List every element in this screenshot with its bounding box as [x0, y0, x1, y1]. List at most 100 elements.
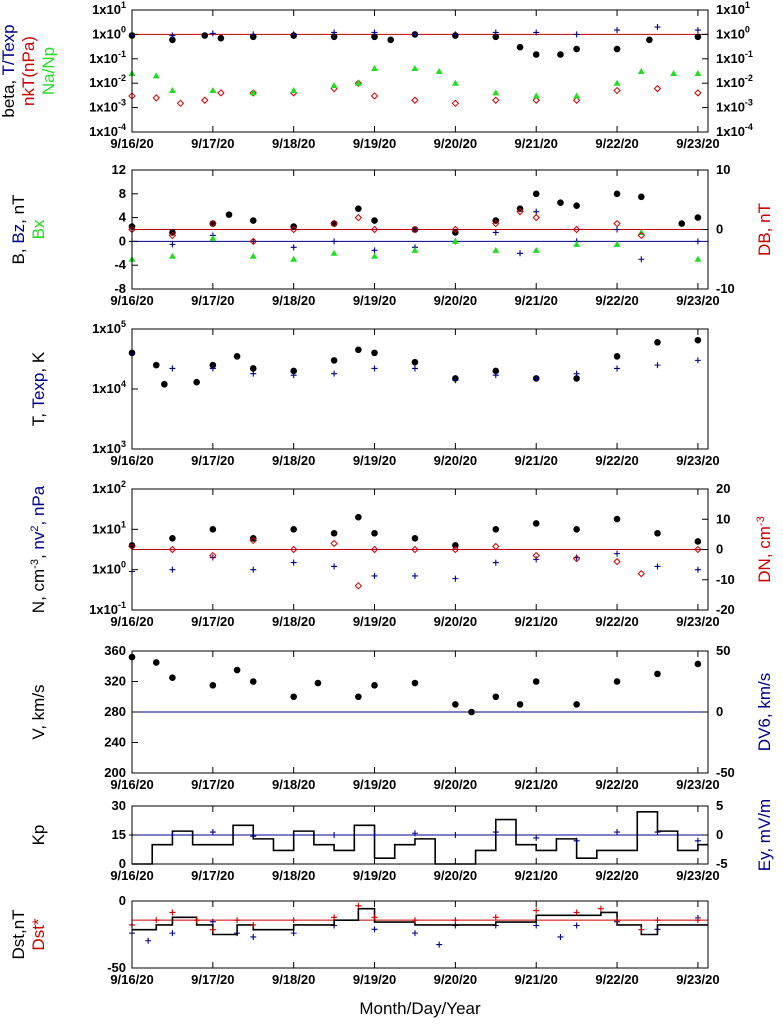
y-tick-label-right: 1x10-1 [716, 49, 753, 66]
data-point-dot [573, 701, 580, 708]
data-point-plus [614, 917, 621, 924]
data-point-dot [290, 693, 297, 701]
data-point-diamond [370, 225, 379, 234]
data-point-plus [169, 930, 176, 937]
y-axis-label-left-part: V, km/s [29, 684, 48, 739]
data-point-diamond [516, 207, 524, 216]
data-point-triangle [330, 82, 338, 89]
y-axis-label-left-part: B, [9, 244, 28, 265]
data-point-dot [225, 211, 233, 218]
y-tick-label: 1x105 [92, 319, 126, 336]
data-point-plus [331, 832, 338, 838]
y-tick-label-right-base: 1x10 [716, 26, 745, 41]
x-tick-label: 9/19/20 [353, 777, 396, 792]
y-tick-label: 360 [104, 643, 126, 658]
data-point-dot [209, 361, 217, 369]
y-tick-label: -50 [107, 960, 126, 975]
data-point-dot [193, 378, 200, 386]
data-point-dot [371, 529, 378, 537]
data-point-dot [452, 701, 459, 708]
data-point-triangle [451, 237, 459, 244]
data-point-plus [331, 914, 338, 921]
y-axis-label-left: B, Bz, nT [9, 195, 28, 265]
data-point-dot [290, 367, 297, 375]
data-point-diamond [411, 225, 419, 234]
y-tick-label-right-base: 1x10 [716, 51, 745, 66]
panel-6: 9/16/20 9/17/20 9/18/20 9/19/20 9/20/20 9/21/… [29, 798, 774, 883]
data-point-dot [694, 336, 702, 344]
data-point-dot [654, 529, 661, 537]
data-point-triangle [694, 69, 702, 76]
data-point-plus [654, 917, 661, 924]
data-point-plus [250, 933, 257, 940]
x-tick-label: 9/18/20 [272, 614, 315, 629]
data-point-dot [249, 678, 257, 685]
y-axis-label-left-2-part: nkT(nPa) [19, 36, 38, 106]
y-tick-label: -4 [114, 257, 126, 272]
y-axis-label-left: N, cm-3, nv2, nPa [29, 485, 48, 613]
data-point-dot [694, 214, 702, 221]
data-point-triangle [209, 234, 217, 241]
y-axis-label-left-3: Na/Np [39, 47, 58, 95]
y-tick-label: 1x10-2 [89, 73, 126, 90]
series-line [132, 811, 708, 865]
data-point-plus [436, 941, 443, 948]
y-tick-label: 0 [119, 233, 126, 248]
x-tick-label: 9/17/20 [191, 136, 234, 151]
data-point-plus [145, 937, 152, 944]
data-point-plus [250, 370, 257, 377]
y-tick-label-exp: -1 [118, 600, 126, 610]
data-point-dot [654, 339, 661, 346]
y-tick-label: 0 [119, 856, 126, 871]
data-point-dot [330, 357, 338, 364]
y-tick-label-base: 1x10 [92, 521, 121, 536]
y-tick-label: 1x10-3 [89, 98, 126, 115]
y-axis-label-left-2-part: Dst* [29, 918, 48, 951]
y-tick-label: 1x10-1 [89, 49, 126, 66]
data-point-dot [573, 45, 580, 53]
y-axis-label-left: V, km/s [29, 684, 48, 739]
data-point-triangle [613, 240, 621, 247]
data-point-plus [290, 832, 297, 838]
data-point-dot [355, 205, 362, 212]
data-point-diamond [289, 545, 298, 554]
data-point-diamond [201, 96, 209, 104]
data-point-plus [411, 830, 418, 837]
data-point-dot [638, 193, 645, 201]
x-tick-label: 9/21/20 [515, 293, 558, 308]
y-tick-label: 1x101 [92, 519, 126, 536]
panel-4: 9/16/20 9/17/20 9/18/20 9/19/20 9/20/20 9/21/… [29, 479, 774, 629]
y-axis-label-right-part: DN, cm [755, 526, 774, 583]
y-tick-label-right-exp: -2 [745, 73, 753, 83]
data-point-plus [614, 829, 621, 836]
x-tick-label: 9/16/20 [110, 293, 153, 308]
x-tick-label: 9/18/20 [272, 136, 315, 151]
y-tick-label-right: -50 [716, 765, 735, 780]
data-point-dot [532, 520, 540, 527]
data-point-dot [355, 513, 362, 521]
data-point-triangle [613, 79, 621, 86]
data-point-diamond [694, 545, 702, 554]
y-tick-label-base: 1x10 [92, 381, 121, 396]
x-tick-label: 9/21/20 [515, 136, 558, 151]
y-tick-label: -8 [114, 281, 126, 296]
data-point-plus [533, 556, 540, 563]
data-point-dot [654, 670, 661, 678]
y-tick-label-right: 1x10-4 [716, 122, 753, 139]
y-tick-label-right-base: 1x10 [716, 124, 745, 139]
data-point-diamond [289, 225, 298, 234]
y-axis-label-left-part: , K [29, 351, 48, 372]
data-point-diamond [354, 582, 363, 590]
x-tick-label: 9/20/20 [434, 868, 477, 883]
data-point-dot [169, 534, 176, 542]
data-point-diamond [249, 536, 257, 545]
data-point-plus [209, 829, 216, 836]
y-tick-label-exp: 2 [121, 479, 126, 489]
data-point-plus [614, 226, 621, 233]
data-point-dot [557, 199, 564, 207]
data-point-dot [233, 353, 241, 360]
data-point-diamond [694, 89, 702, 97]
data-point-triangle [371, 65, 379, 72]
data-point-plus [492, 229, 499, 236]
